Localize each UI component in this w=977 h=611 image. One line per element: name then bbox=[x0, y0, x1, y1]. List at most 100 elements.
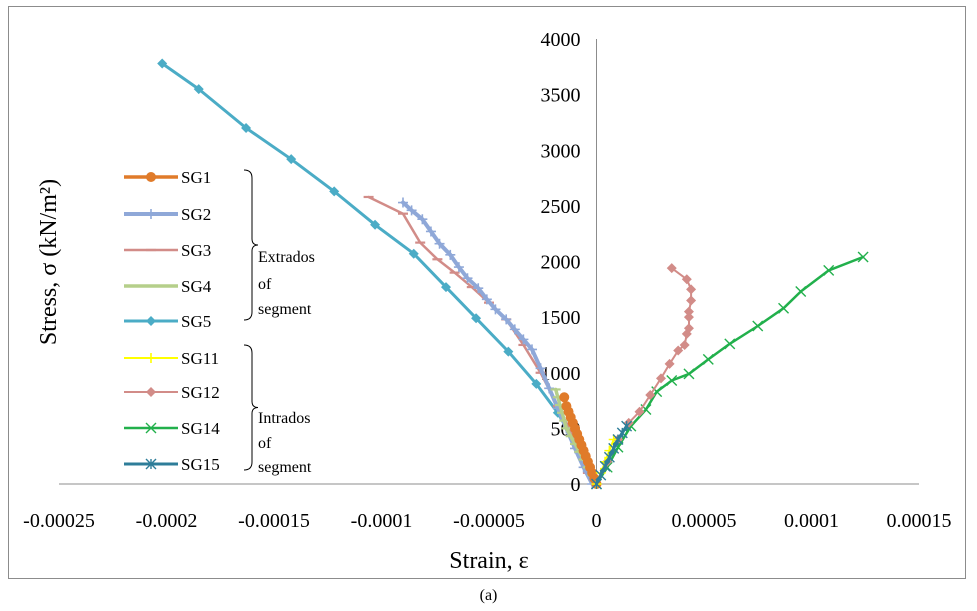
series-line-sg2 bbox=[401, 200, 595, 486]
data-point-sg5 bbox=[441, 282, 451, 293]
legend-label-sg14: SG14 bbox=[181, 419, 220, 438]
data-point-sg2 bbox=[527, 344, 537, 355]
legend-label-sg5: SG5 bbox=[181, 312, 211, 331]
data-point-sg2 bbox=[473, 283, 484, 294]
legend-group-label: of bbox=[258, 435, 272, 452]
data-point-sg2 bbox=[481, 294, 492, 305]
legend-label-sg11: SG11 bbox=[181, 349, 219, 368]
y-axis-title: Stress, σ (kN/m²) bbox=[36, 179, 62, 345]
legend-group-label: of bbox=[258, 276, 272, 293]
data-point-sg2 bbox=[535, 363, 546, 374]
data-point-sg14 bbox=[778, 302, 790, 314]
figure-caption: (a) bbox=[479, 587, 498, 604]
data-point-sg15 bbox=[603, 451, 615, 463]
data-point-sg2 bbox=[417, 214, 428, 225]
data-point-sg15 bbox=[621, 420, 633, 432]
data-point-sg12 bbox=[686, 284, 697, 295]
data-point-sg5 bbox=[503, 346, 514, 357]
chart-frame bbox=[8, 6, 966, 579]
legend-label-sg15: SG15 bbox=[181, 455, 220, 474]
data-point-sg5 bbox=[471, 313, 482, 324]
data-point-sg5 bbox=[370, 219, 381, 230]
data-point-sg2 bbox=[434, 238, 445, 249]
data-point-sg2 bbox=[453, 262, 464, 273]
data-point-sg2 bbox=[490, 304, 501, 315]
legend-marker-sg12 bbox=[146, 387, 156, 397]
data-point-sg5 bbox=[157, 58, 168, 69]
legend-brace-extrados bbox=[243, 169, 259, 321]
data-point-sg2 bbox=[425, 226, 436, 237]
data-point-sg12 bbox=[681, 274, 692, 285]
legend-marker-sg11 bbox=[146, 353, 156, 363]
legend-marker-sg5 bbox=[146, 316, 156, 326]
x-tick-label: -0.0001 bbox=[351, 510, 413, 532]
data-point-sg12 bbox=[683, 312, 694, 323]
x-tick-label: 0.0001 bbox=[784, 510, 839, 532]
data-point-sg5 bbox=[193, 84, 204, 95]
data-point-sg12 bbox=[656, 373, 666, 384]
data-point-sg5 bbox=[408, 248, 419, 259]
data-point-sg14 bbox=[724, 338, 736, 350]
legend-group-label: segment bbox=[258, 301, 312, 318]
legend-marker-sg15 bbox=[145, 458, 157, 470]
data-point-sg15 bbox=[599, 460, 611, 472]
data-point-sg2 bbox=[509, 324, 520, 335]
y-tick-label: 2500 bbox=[541, 196, 581, 218]
data-point-sg14 bbox=[823, 264, 835, 276]
legend-group-label: Extrados bbox=[258, 249, 315, 266]
y-tick-label: 2000 bbox=[541, 252, 581, 274]
y-tick-label: 3000 bbox=[541, 140, 581, 162]
legend-label-sg12: SG12 bbox=[181, 383, 220, 402]
y-tick-label: 0 bbox=[571, 474, 581, 496]
data-point-sg12 bbox=[679, 339, 690, 350]
data-point-sg1 bbox=[559, 392, 570, 403]
data-point-sg12 bbox=[664, 358, 675, 369]
y-tick-label: 4000 bbox=[541, 29, 581, 51]
x-tick-label: 0.00005 bbox=[672, 510, 737, 532]
data-point-sg2 bbox=[406, 205, 417, 216]
legend-marker-sg2 bbox=[146, 209, 156, 219]
y-tick-label: 3500 bbox=[541, 85, 581, 107]
series-line-sg14 bbox=[595, 255, 865, 486]
data-point-sg14 bbox=[702, 353, 714, 365]
legend-brace-intrados bbox=[243, 344, 259, 471]
data-point-sg12 bbox=[666, 263, 677, 274]
data-point-sg2 bbox=[544, 383, 555, 394]
legend-group-label: segment bbox=[258, 459, 312, 476]
data-point-sg2 bbox=[398, 197, 408, 208]
data-point-sg15 bbox=[608, 442, 620, 454]
data-point-sg12 bbox=[634, 406, 645, 417]
legend-label-sg1: SG1 bbox=[181, 168, 211, 187]
data-point-sg14 bbox=[683, 368, 695, 380]
data-point-sg2 bbox=[501, 314, 512, 325]
data-point-sg14 bbox=[666, 375, 678, 387]
data-point-sg14 bbox=[857, 251, 869, 263]
x-axis-title: Strain, ε bbox=[449, 548, 528, 574]
x-tick-label: -0.0002 bbox=[136, 510, 198, 532]
x-tick-label: 0.00015 bbox=[887, 510, 952, 532]
data-point-sg5 bbox=[531, 378, 542, 389]
data-point-sg12 bbox=[683, 306, 694, 317]
data-point-sg14 bbox=[752, 320, 764, 332]
data-point-sg2 bbox=[518, 334, 529, 345]
y-tick-label: 1500 bbox=[541, 307, 581, 329]
y-tick-label: 1000 bbox=[541, 363, 581, 385]
data-point-sg15 bbox=[595, 469, 607, 481]
x-tick-label: -0.00005 bbox=[453, 510, 525, 532]
data-point-sg5 bbox=[329, 186, 340, 197]
data-point-sg1 bbox=[561, 401, 572, 412]
legend-label-sg2: SG2 bbox=[181, 205, 211, 224]
data-point-sg5 bbox=[241, 123, 252, 133]
legend-group-label: Intrados bbox=[258, 410, 310, 427]
data-point-sg2 bbox=[445, 249, 456, 260]
data-point-sg2 bbox=[462, 273, 473, 284]
x-tick-label: 0 bbox=[592, 510, 602, 532]
series-line-sg5 bbox=[160, 62, 592, 475]
data-point-sg15 bbox=[591, 478, 602, 490]
x-tick-label: -0.00025 bbox=[23, 510, 95, 532]
data-point-sg5 bbox=[286, 154, 297, 165]
data-point-sg12 bbox=[645, 390, 656, 400]
data-point-sg12 bbox=[683, 323, 694, 334]
legend-marker-sg1 bbox=[146, 172, 156, 182]
